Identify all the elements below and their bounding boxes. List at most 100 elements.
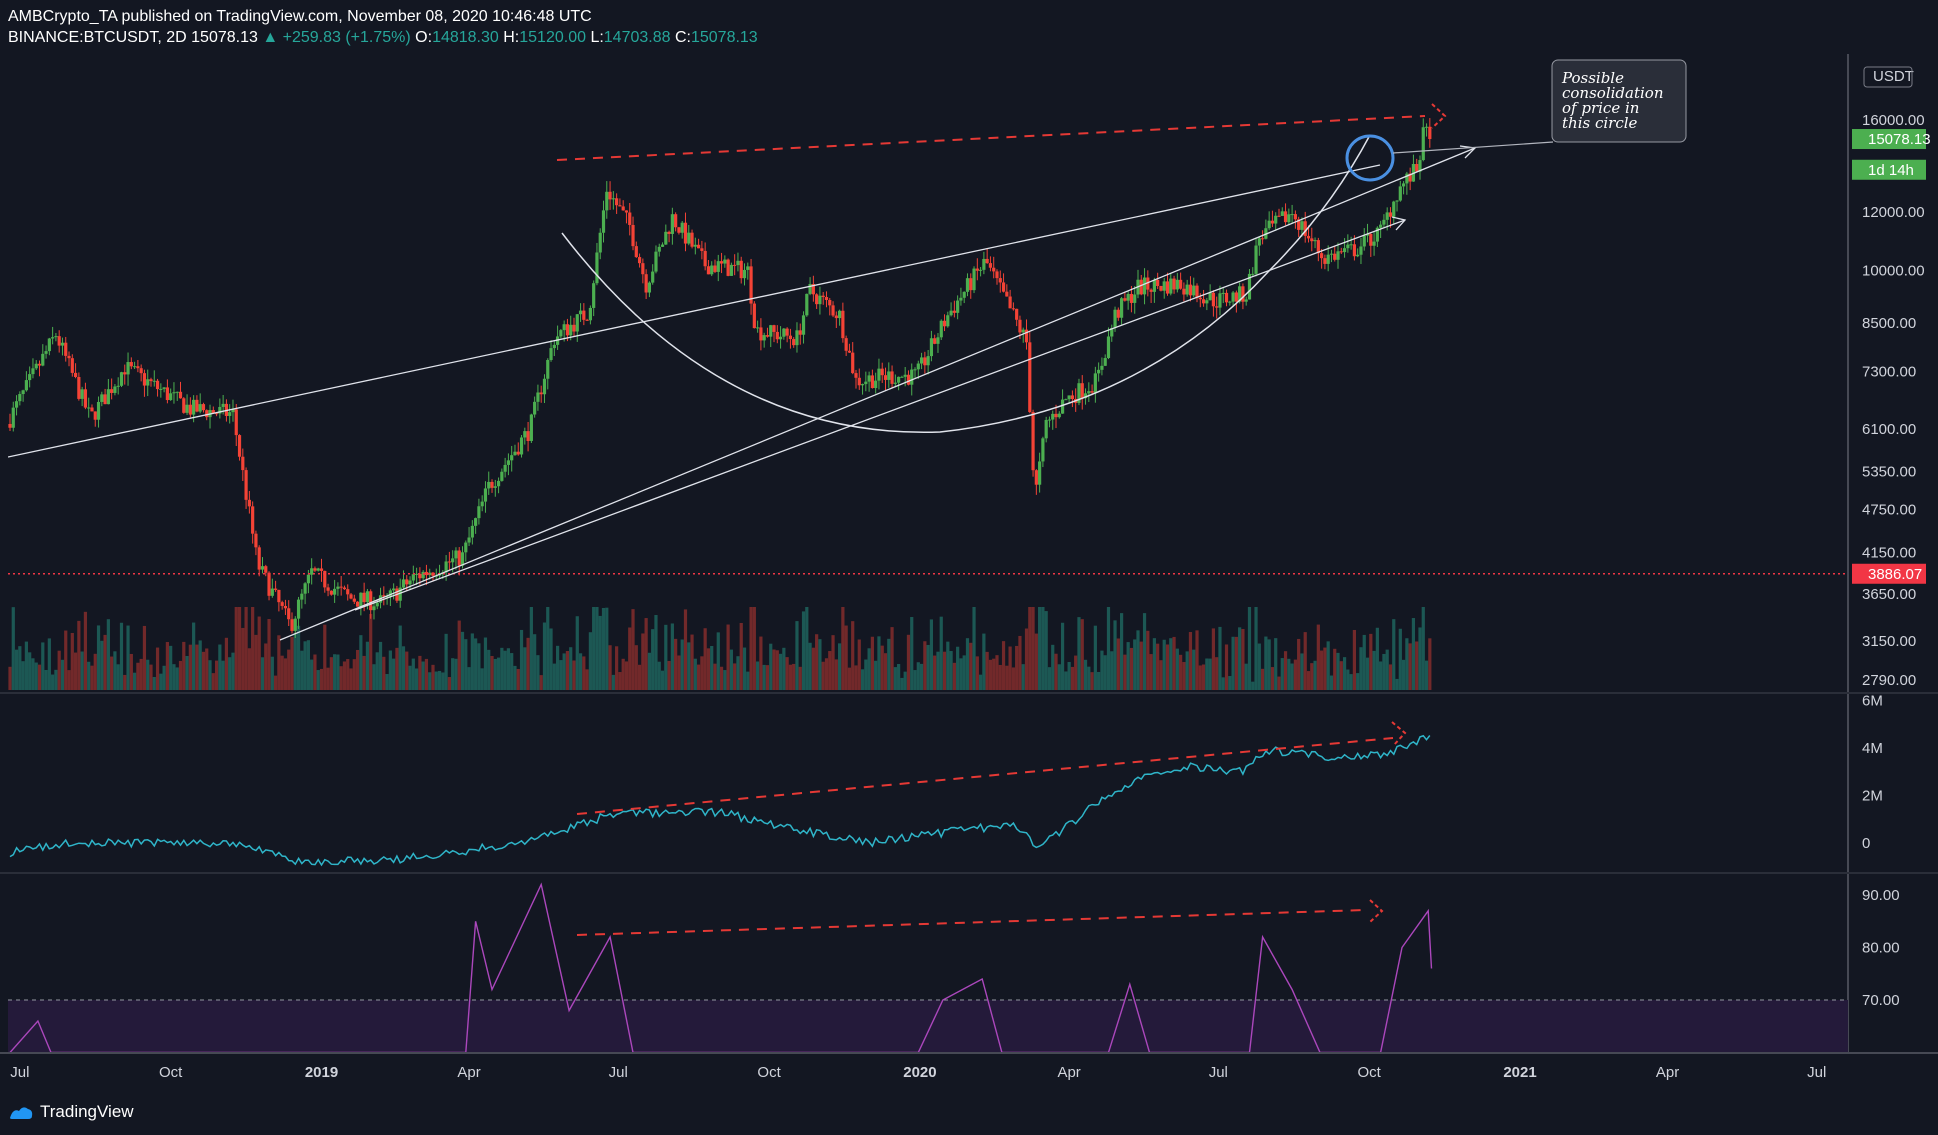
volume-bar — [1149, 654, 1153, 690]
volume-bar — [146, 659, 150, 690]
candle-body — [1034, 470, 1038, 485]
candle-body — [1008, 296, 1012, 309]
candle-body — [588, 307, 592, 321]
price-tick-label: 2790.00 — [1862, 672, 1916, 689]
candle-body — [1015, 308, 1019, 320]
symbol-label[interactable]: BINANCE:BTCUSDT, 2D — [8, 29, 187, 46]
candle-body — [746, 266, 750, 270]
volume-bar — [1070, 666, 1075, 690]
candle-body — [460, 552, 465, 566]
candle-body — [1110, 327, 1114, 337]
volume-bar — [218, 644, 222, 690]
volume-bar — [1221, 677, 1225, 690]
volume-bar — [64, 630, 68, 690]
candle-body — [37, 363, 42, 366]
candle-body — [1165, 281, 1170, 294]
price-axis[interactable]: USDT 16000.00 12000.00 10000.00 8500.00 7300.… — [1852, 66, 1931, 1009]
candle-body — [765, 335, 770, 337]
volume-bar — [775, 650, 779, 690]
volume-bar — [18, 646, 22, 690]
volume-bar — [598, 615, 602, 690]
candle-body — [1326, 254, 1330, 264]
candle-body — [287, 608, 291, 620]
candle-body — [1051, 413, 1055, 420]
volume-bar — [1234, 636, 1238, 690]
volume-bar — [847, 667, 852, 690]
candle-body — [615, 198, 619, 206]
volume-bar — [103, 634, 107, 690]
obv-tick-label: 6M — [1862, 693, 1883, 710]
time-tick-label: Apr — [1656, 1064, 1679, 1081]
volume-bar — [385, 674, 389, 690]
volume-bar — [595, 607, 599, 690]
volume-bar — [1359, 647, 1363, 690]
volume-bar — [713, 663, 717, 690]
volume-bar — [300, 650, 304, 690]
candle-body — [1424, 126, 1429, 128]
candle-body — [1024, 329, 1029, 343]
volume-bar — [1103, 655, 1107, 690]
volume-bar — [1136, 630, 1140, 690]
publisher-line: AMBCrypto_TA published on TradingView.co… — [8, 7, 592, 27]
arrowhead — [1391, 721, 1407, 747]
volume-bar — [83, 611, 88, 690]
volume-bar — [329, 657, 333, 690]
candle-body — [660, 244, 665, 247]
volume-bar — [1169, 638, 1173, 690]
candle-body — [1064, 399, 1068, 401]
candle-body — [1126, 293, 1130, 301]
volume-bar — [1251, 681, 1255, 690]
candle-body — [1149, 289, 1153, 292]
callout-text: of price in — [1562, 99, 1639, 117]
volume-bar — [500, 647, 504, 690]
rsi-line — [9, 882, 1433, 1052]
candle-body — [857, 377, 861, 386]
candle-body — [90, 407, 94, 412]
volume-bar — [1146, 630, 1150, 690]
volume-bar — [992, 658, 996, 690]
volume-bar — [929, 619, 934, 690]
volume-bar — [1133, 639, 1137, 690]
candle-body — [1398, 186, 1402, 201]
candle-body — [477, 506, 481, 519]
candle-body — [1333, 253, 1337, 260]
volume-bar — [965, 638, 970, 690]
candle-body — [595, 252, 599, 284]
candle-body — [657, 246, 661, 252]
candle-body — [897, 376, 901, 383]
candle-body — [54, 336, 58, 338]
candle-body — [959, 297, 963, 301]
candle-body — [1365, 233, 1370, 236]
channel-upper-line — [279, 147, 1476, 641]
candle-body — [116, 385, 120, 387]
candle-body — [93, 411, 97, 420]
volume-bar — [1224, 644, 1229, 690]
candle-body — [192, 399, 196, 415]
volume-bar — [956, 646, 960, 690]
volume-bar — [1162, 639, 1166, 690]
time-axis[interactable]: Jul Oct 2019 Apr Jul Oct 2020 Apr Jul Oct 2021 Apr J… — [10, 1064, 1826, 1081]
candle-body — [398, 587, 402, 601]
candle-body — [274, 588, 278, 590]
arrowhead — [1369, 899, 1384, 923]
candle-body — [1349, 244, 1353, 246]
volume-bar — [1116, 638, 1120, 690]
volume-bar — [388, 650, 392, 690]
volume-bar — [116, 664, 120, 690]
volume-bar — [700, 656, 704, 690]
candle-body — [1369, 233, 1373, 246]
candle-body — [1133, 294, 1137, 303]
volume-bar — [267, 618, 271, 690]
volume-bar — [490, 655, 494, 690]
volume-bar — [123, 674, 127, 690]
candle-body — [316, 568, 320, 571]
volume-bar — [1034, 633, 1038, 690]
volume-bar — [411, 658, 415, 690]
candle-body — [759, 327, 763, 341]
volume-bar — [726, 624, 730, 690]
candle-body — [415, 573, 419, 575]
volume-bar — [1038, 607, 1042, 690]
volume-bar — [1277, 676, 1281, 690]
volume-bar — [870, 636, 874, 690]
